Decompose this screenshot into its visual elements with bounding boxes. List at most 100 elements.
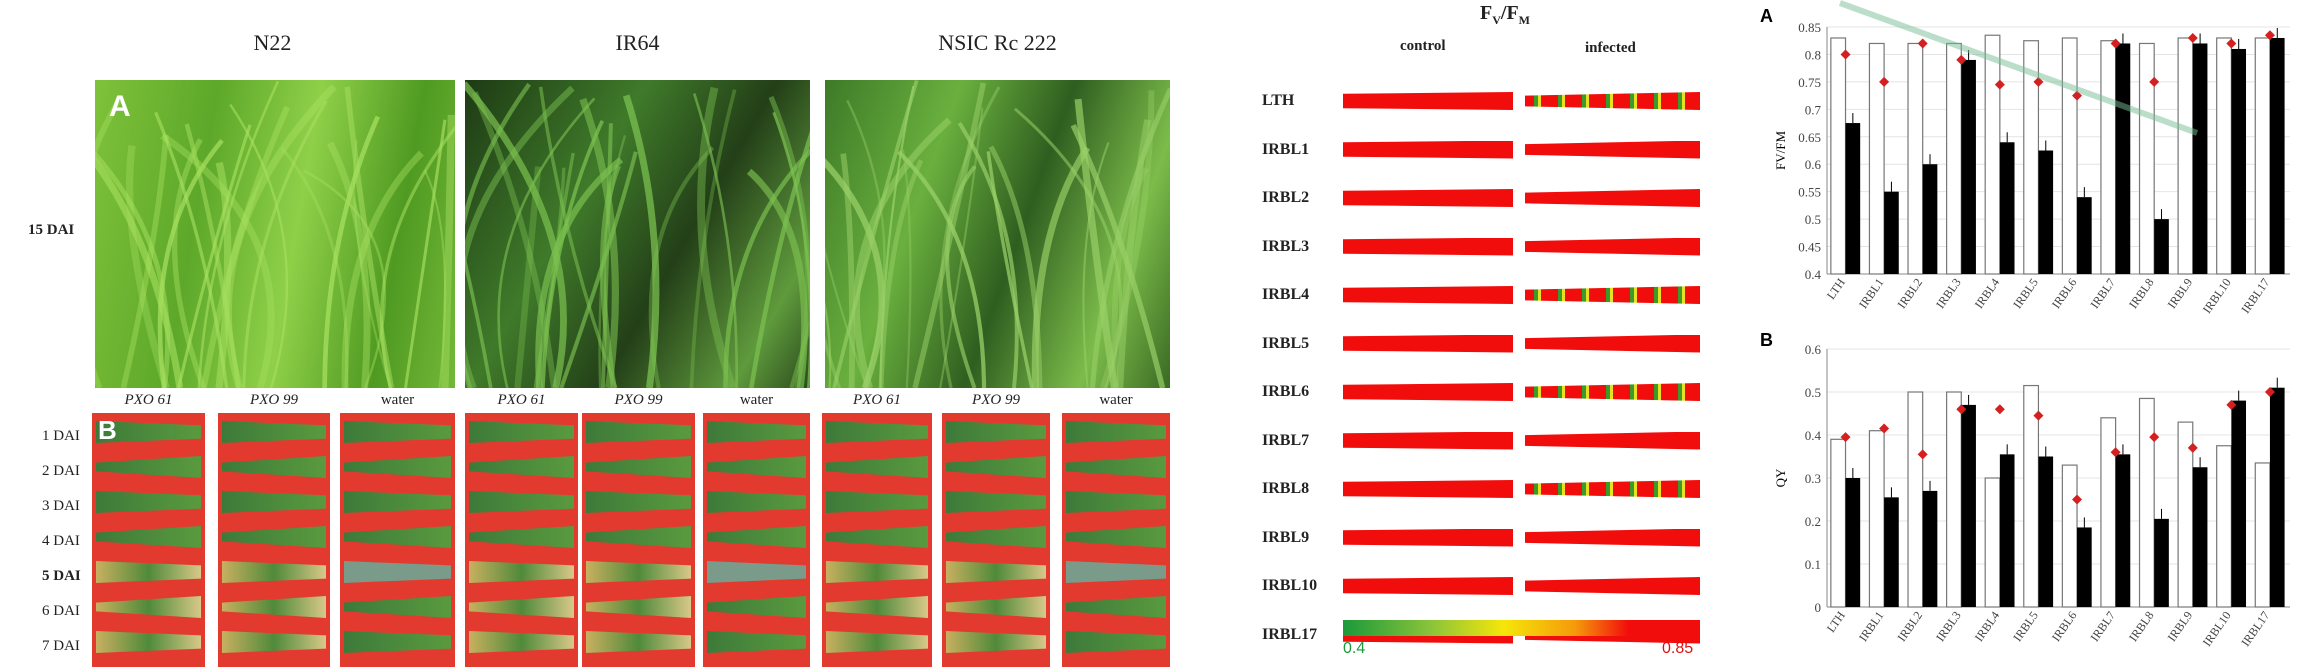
- leaf-sample: [946, 596, 1046, 618]
- leaf-sample: [707, 526, 806, 548]
- x-tick-label: IRBL1: [1856, 276, 1887, 311]
- x-tick-label: IRBL6: [2049, 276, 2080, 311]
- leaf-sample: [469, 596, 574, 618]
- leaf-texture: [95, 80, 455, 388]
- infected-leaf-image: [1525, 189, 1700, 207]
- data-point-marker: [2264, 30, 2275, 41]
- leaf-sample: [344, 526, 451, 548]
- leaf-sample: [222, 491, 326, 513]
- leaf-sample: [469, 421, 574, 443]
- data-point-marker: [2033, 410, 2044, 421]
- treatment-label: PXO 61: [124, 392, 173, 408]
- bar-infected: [2115, 454, 2131, 607]
- title-f2: /F: [1500, 2, 1519, 24]
- control-leaf-image: [1343, 237, 1513, 256]
- leaf-sample: [344, 456, 451, 478]
- bar-control: [2100, 417, 2117, 608]
- bar-control: [1830, 438, 1847, 608]
- leaf-sample: [586, 631, 691, 653]
- control-leaf-image: [1343, 577, 1513, 595]
- infected-label: infected: [1585, 40, 1636, 56]
- bar-infected: [1884, 191, 1899, 274]
- leaf-sample: [586, 421, 691, 443]
- leaf-sample: [707, 631, 806, 653]
- line-label: IRBL17: [1262, 625, 1318, 643]
- treatment-label: PXO 61: [497, 392, 546, 408]
- y-tick-label: 0.8: [1805, 47, 1821, 62]
- infected-leaf-image: [1525, 237, 1700, 256]
- leaf-sample: [586, 491, 691, 513]
- x-tick-label: LTH: [1824, 275, 1848, 302]
- y-tick-label: 0.75: [1798, 75, 1821, 90]
- x-tick-label: IRBL7: [2087, 609, 2118, 644]
- imaging-title: FV/FM: [1480, 2, 1530, 28]
- bar-infected: [2154, 219, 2169, 274]
- data-point-marker: [2187, 442, 2198, 453]
- bar-infected: [2077, 527, 2092, 607]
- panel-letter-a: A: [109, 90, 131, 123]
- bar-control: [1984, 34, 2001, 275]
- bar-infected: [2115, 43, 2131, 274]
- leaf-sample: [344, 561, 451, 583]
- data-point-marker: [2264, 387, 2275, 397]
- scale-max-label: 0.85: [1662, 640, 1694, 657]
- day-label: 6 DAI: [42, 603, 80, 619]
- x-tick-label: IRBL2: [1895, 609, 1926, 644]
- day-label: 2 DAI: [42, 463, 80, 479]
- leaf-sample: [946, 421, 1046, 443]
- bar-infected: [2154, 518, 2169, 607]
- leaf-strip-panel: [703, 413, 810, 667]
- bar-control: [2061, 464, 2078, 608]
- infected-leaf-image: [1525, 383, 1700, 401]
- leaf-sample: [344, 421, 451, 443]
- bar-infected: [2269, 37, 2285, 274]
- x-tick-label: IRBL3: [1933, 609, 1964, 644]
- leaf-sample: [469, 561, 574, 583]
- bar-control: [1907, 42, 1924, 275]
- data-point-marker: [2226, 38, 2237, 49]
- leaf-sample: [826, 491, 928, 513]
- bar-control: [2023, 384, 2040, 608]
- line-label: IRBL3: [1262, 237, 1310, 255]
- leaf-sample: [946, 631, 1046, 653]
- x-tick-label: IRBL1: [1856, 609, 1887, 644]
- photo-n22: A: [95, 80, 455, 388]
- leaf-sample: [222, 561, 326, 583]
- data-point-marker: [2149, 76, 2160, 87]
- leaf-sample: [1066, 491, 1166, 513]
- bar-infected: [2192, 43, 2208, 274]
- leaf-sample: [1066, 526, 1166, 548]
- leaf-sample: [344, 596, 451, 618]
- leaf-sample: [96, 456, 201, 478]
- x-tick-label: IRBL10: [2200, 609, 2234, 649]
- bar-infected: [1922, 164, 1938, 274]
- leaf-sample: [1066, 561, 1166, 583]
- bar-control: [1868, 430, 1885, 608]
- y-tick-label: 0.4: [1805, 267, 1822, 282]
- x-tick-label: IRBL5: [2010, 609, 2041, 644]
- leaf-sample: [586, 526, 691, 548]
- y-tick-label: 0.55: [1798, 185, 1821, 200]
- control-leaf-image: [1343, 140, 1513, 159]
- leaf-sample: [826, 561, 928, 583]
- x-tick-label: IRBL10: [2200, 276, 2234, 316]
- x-tick-label: IRBL6: [2049, 609, 2080, 644]
- leaf-texture: [825, 80, 1170, 388]
- line-label: IRBL9: [1262, 528, 1310, 546]
- control-leaf-image: [1343, 334, 1513, 353]
- leaf-sample: [586, 596, 691, 618]
- bar-control: [2138, 397, 2155, 608]
- bar-control: [2100, 40, 2117, 275]
- leaf-sample: [1066, 596, 1166, 618]
- treatment-label: PXO 99: [614, 392, 663, 408]
- data-point-marker: [1994, 79, 2005, 90]
- treatment-label: water: [739, 392, 774, 408]
- infected-leaf-image: [1525, 140, 1700, 159]
- leaf-sample: [344, 631, 451, 653]
- treatment-label: water: [380, 392, 415, 408]
- bar-control: [2023, 40, 2040, 275]
- title-sub-v: V: [1492, 13, 1501, 27]
- scale-min-label: 0.4: [1343, 640, 1366, 657]
- bar-control: [1907, 391, 1924, 608]
- bar-infected: [2192, 467, 2208, 607]
